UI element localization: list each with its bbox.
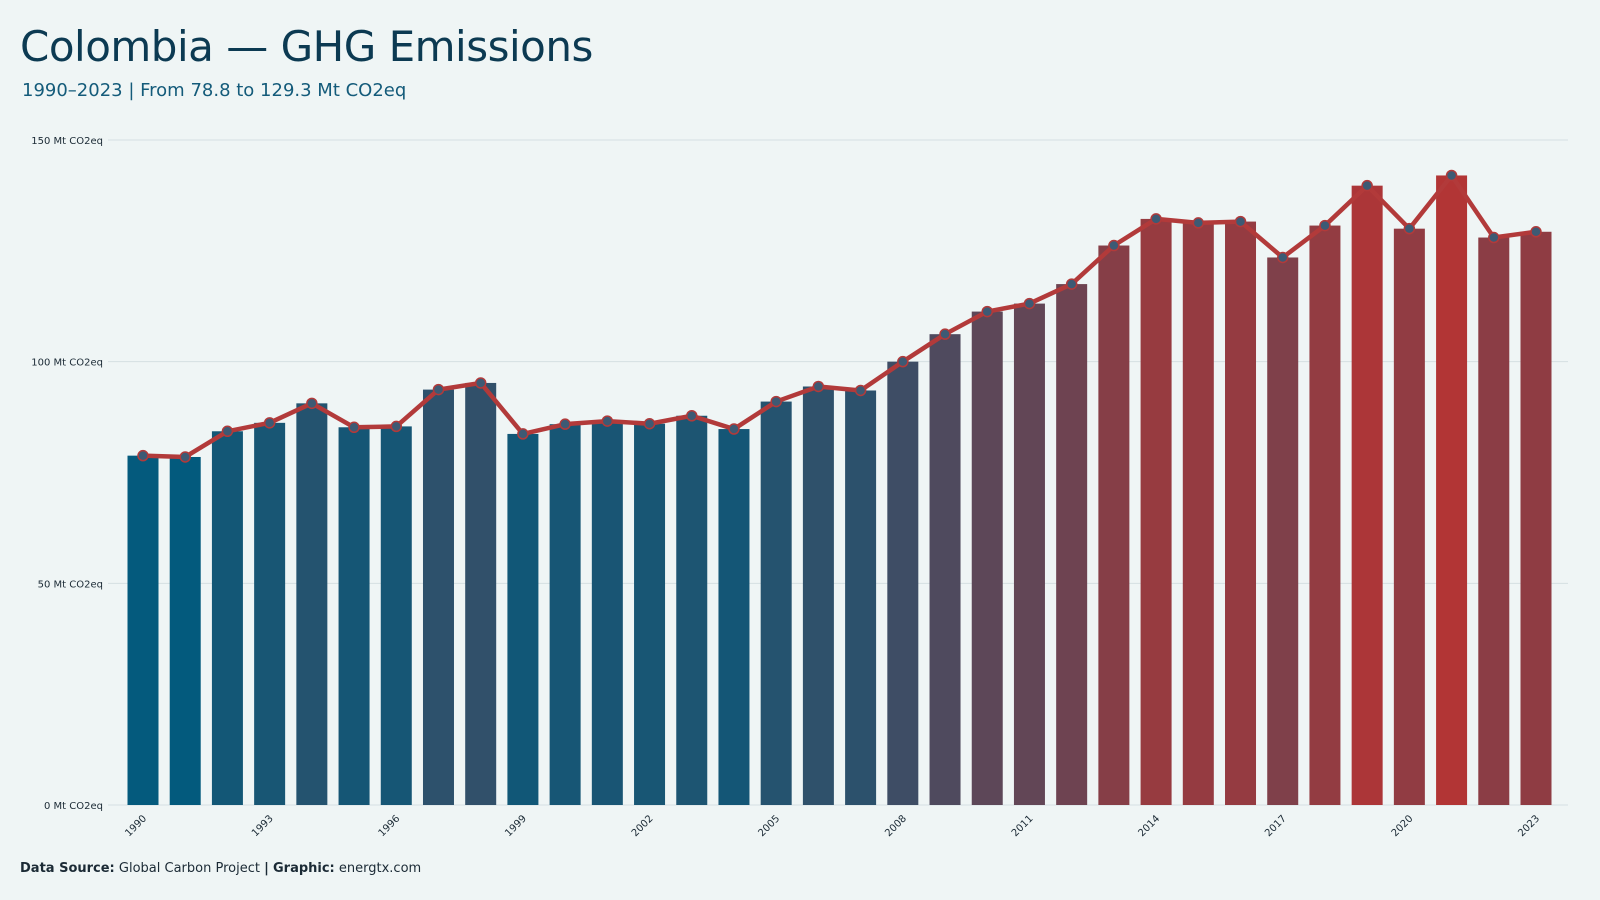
y-tick-label: 150 Mt CO2eq [31, 136, 103, 147]
bar-2015 [1182, 222, 1214, 806]
bar-2023 [1520, 231, 1552, 805]
point-1993 [263, 417, 276, 429]
bar-2020 [1393, 228, 1425, 805]
point-2017 [1276, 251, 1289, 264]
point-2008 [897, 355, 909, 368]
x-tick-label: 2017 [1263, 813, 1289, 839]
bar-2004 [718, 429, 750, 805]
bar-2009 [929, 334, 961, 805]
y-tick-label: 50 Mt CO2eq [38, 579, 103, 590]
bar-2016 [1225, 221, 1257, 805]
point-2006 [812, 380, 825, 393]
point-2022 [1488, 231, 1500, 244]
y-tick-label: 0 Mt CO2eq [44, 801, 103, 812]
bar-1997 [422, 389, 454, 805]
point-1992 [221, 425, 234, 438]
point-2002 [643, 417, 656, 430]
bar-2003 [676, 415, 708, 805]
x-tick-label: 2002 [630, 813, 656, 839]
bar-2000 [549, 424, 581, 805]
caption-separator: | [264, 861, 269, 876]
point-2003 [686, 410, 698, 422]
point-2014 [1150, 213, 1162, 225]
bar-1994 [296, 403, 328, 805]
point-2023 [1530, 226, 1542, 238]
bar-1996 [380, 426, 412, 805]
bar-2013 [1098, 245, 1130, 806]
point-2015 [1192, 217, 1205, 229]
source-value: Global Carbon Project [118, 861, 260, 876]
caption: Data Source: Global Carbon Project | Gra… [20, 861, 421, 876]
x-tick-label: 1999 [503, 813, 529, 839]
bar-2006 [802, 386, 834, 805]
source-label: Data Source: [20, 861, 115, 876]
point-1996 [390, 420, 403, 433]
point-2010 [981, 305, 993, 318]
point-2019 [1361, 179, 1373, 192]
bar-1991 [169, 456, 201, 805]
x-tick-label: 1990 [123, 813, 149, 839]
x-tick-label: 2005 [757, 813, 783, 839]
x-tick-label: 2014 [1136, 813, 1162, 839]
x-tick-label: 2023 [1516, 813, 1542, 839]
point-2018 [1319, 219, 1331, 232]
bar-2021 [1436, 175, 1468, 805]
bar-2010 [971, 311, 1003, 805]
bar-2012 [1056, 284, 1088, 805]
emissions-line [140, 173, 1539, 460]
point-2012 [1065, 278, 1078, 290]
point-2013 [1108, 239, 1120, 252]
bar-2014 [1140, 218, 1172, 805]
graphic-value: energtx.com [338, 861, 422, 876]
bar-1998 [465, 382, 497, 805]
point-2005 [770, 395, 782, 408]
chart-title: Colombia — GHG Emissions [20, 22, 593, 71]
point-1999 [517, 428, 529, 440]
bar-2002 [634, 423, 666, 805]
chart-subtitle: 1990–2023 | From 78.8 to 129.3 Mt CO2eq [22, 80, 407, 101]
point-1995 [348, 421, 360, 434]
bar-1993 [254, 422, 286, 805]
point-2020 [1403, 222, 1416, 235]
point-2021 [1445, 169, 1458, 182]
bar-2022 [1478, 237, 1510, 806]
bar-1995 [338, 427, 370, 805]
bar-2008 [887, 361, 919, 805]
graphic-label: Graphic: [272, 861, 335, 876]
point-2007 [854, 384, 867, 397]
point-2011 [1023, 297, 1036, 310]
bar-2001 [591, 421, 623, 805]
x-tick-label: 2011 [1010, 813, 1036, 839]
point-2001 [601, 415, 614, 427]
bar-2007 [845, 390, 877, 805]
point-2004 [728, 423, 740, 435]
bar-2018 [1309, 225, 1341, 805]
x-tick-label: 2008 [883, 813, 909, 839]
point-1994 [306, 397, 318, 410]
bar-1992 [211, 431, 243, 805]
point-1998 [474, 377, 487, 389]
x-tick-label: 1993 [250, 813, 276, 839]
point-1997 [432, 383, 445, 396]
bar-2017 [1267, 257, 1299, 805]
point-2009 [939, 328, 951, 340]
bar-1990 [127, 455, 159, 805]
bar-1999 [507, 433, 539, 805]
bar-2011 [1013, 303, 1045, 805]
x-tick-label: 1996 [377, 813, 403, 839]
bar-2005 [760, 401, 792, 805]
point-1991 [179, 451, 191, 463]
point-2016 [1234, 215, 1247, 228]
y-tick-label: 100 Mt CO2eq [31, 358, 103, 369]
point-1990 [137, 449, 149, 462]
point-2000 [559, 418, 571, 430]
x-tick-label: 2020 [1390, 813, 1416, 839]
bar-2019 [1351, 185, 1383, 805]
